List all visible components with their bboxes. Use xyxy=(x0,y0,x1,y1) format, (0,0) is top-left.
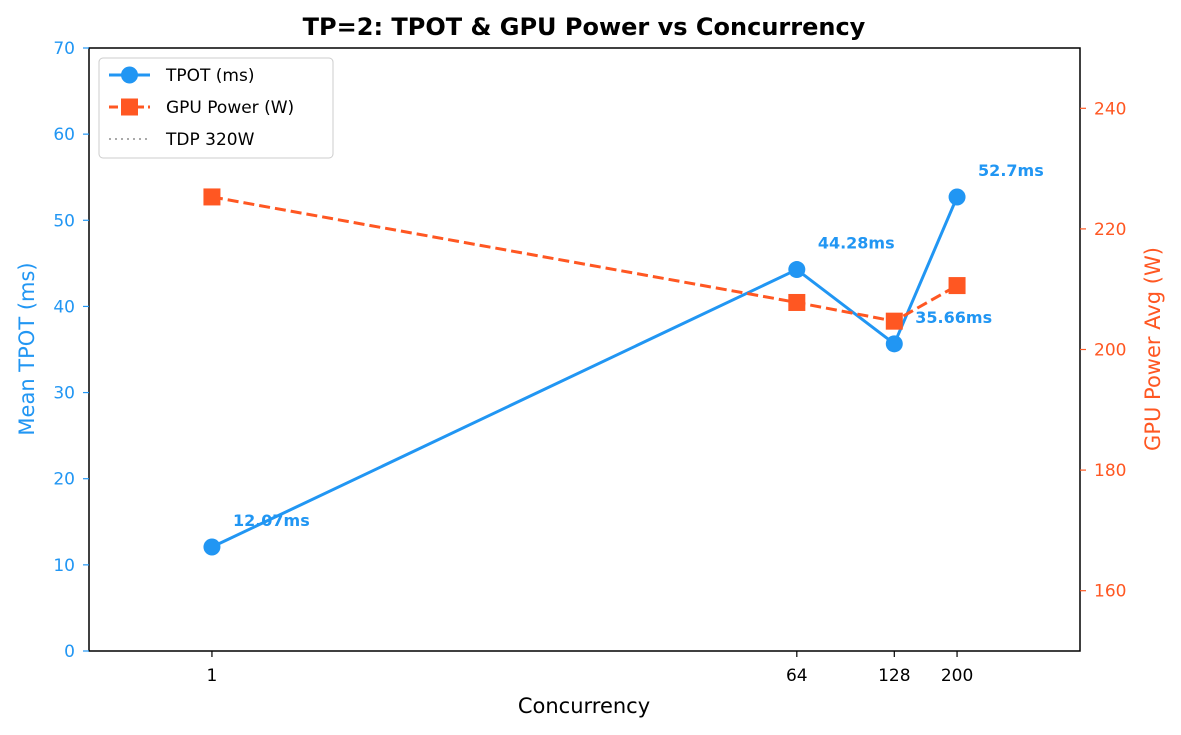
left-tick-label: 0 xyxy=(64,642,75,662)
x-tick-label: 1 xyxy=(207,666,218,686)
right-tick-label: 180 xyxy=(1094,461,1126,481)
data-label: 12.07ms xyxy=(233,511,310,530)
right-tick-label: 240 xyxy=(1094,99,1126,119)
data-label: 44.28ms xyxy=(818,234,895,253)
legend-label: TPOT (ms) xyxy=(165,66,255,86)
left-tick-label: 70 xyxy=(53,39,75,59)
left-tick-label: 40 xyxy=(53,297,75,317)
power-point xyxy=(948,277,966,295)
legend: TPOT (ms) GPU Power (W) TDP 320W xyxy=(98,57,334,159)
series-line-tpot-ms xyxy=(211,196,959,549)
left-tick-label: 30 xyxy=(53,384,75,404)
legend-label: GPU Power (W) xyxy=(166,98,294,118)
legend-marker xyxy=(121,66,138,84)
legend-marker xyxy=(121,98,138,116)
power-point xyxy=(203,188,221,206)
right-axis-label: GPU Power Avg (W) xyxy=(1141,247,1165,451)
power-point xyxy=(788,293,806,311)
left-axis-ticks: 0 10 20 30 40 50 60 70 xyxy=(53,39,89,662)
x-tick-label: 128 xyxy=(878,666,910,686)
left-axis-label: Mean TPOT (ms) xyxy=(15,262,39,435)
series-layer xyxy=(203,188,966,556)
tpot-point xyxy=(885,335,903,353)
x-axis-ticks: 1 64 128 200 xyxy=(207,651,973,686)
left-tick-label: 50 xyxy=(53,211,75,231)
left-tick-label: 10 xyxy=(53,556,75,576)
x-tick-label: 64 xyxy=(786,666,808,686)
x-tick-label: 200 xyxy=(941,666,973,686)
right-tick-label: 200 xyxy=(1094,341,1126,361)
chart-title: TP=2: TPOT & GPU Power vs Concurrency xyxy=(303,13,866,41)
right-tick-label: 220 xyxy=(1094,220,1126,240)
right-axis-ticks: 160 180 200 220 240 xyxy=(1080,99,1126,602)
power-point xyxy=(885,312,903,330)
legend-label: TDP 320W xyxy=(165,130,255,150)
legend-box xyxy=(98,57,334,159)
series-line-gpu-power-w xyxy=(211,195,958,323)
left-tick-label: 20 xyxy=(53,470,75,490)
tpot-point xyxy=(203,538,221,556)
x-axis-label: Concurrency xyxy=(518,694,650,718)
tpot-point xyxy=(788,261,806,279)
right-tick-label: 160 xyxy=(1094,582,1126,602)
data-label: 35.66ms xyxy=(915,308,992,327)
data-label: 52.7ms xyxy=(978,161,1044,180)
tpot-point xyxy=(948,188,966,206)
left-tick-label: 60 xyxy=(53,125,75,145)
data-labels: 12.07ms 44.28ms 35.66ms 52.7ms xyxy=(233,161,1044,530)
